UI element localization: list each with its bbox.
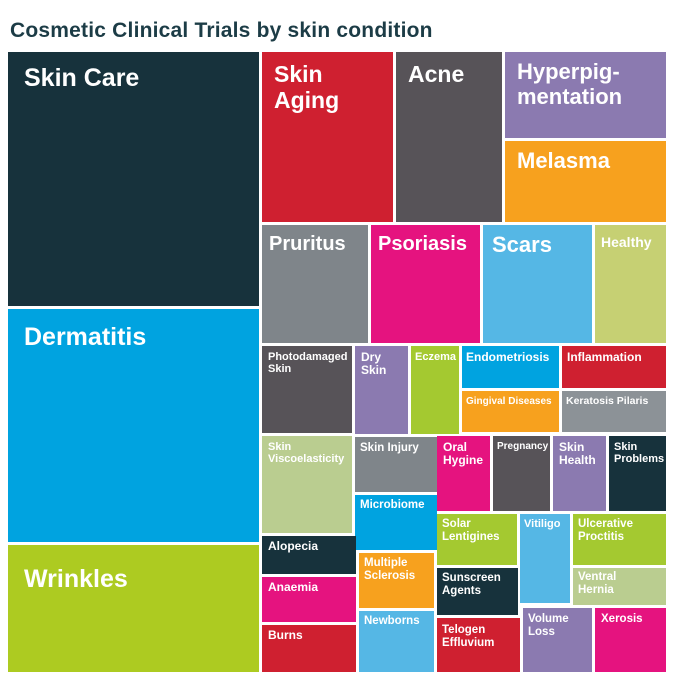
cell-label: Dry Skin bbox=[361, 350, 387, 378]
treemap-cell-healthy[interactable]: Healthy bbox=[595, 225, 666, 343]
cell-label: Skin Viscoelasticity bbox=[268, 441, 345, 466]
treemap-cell-gingival-diseases[interactable]: Gingival Diseases bbox=[462, 391, 559, 432]
treemap-cell-ulcerative-proctitis[interactable]: Ulcerative Proctitis bbox=[573, 514, 666, 565]
treemap-cell-volume-loss[interactable]: Volume Loss bbox=[523, 608, 592, 672]
cell-label: Ventral Hernia bbox=[578, 571, 617, 596]
treemap-cell-endometriosis[interactable]: Endometriosis bbox=[462, 346, 559, 388]
cell-label: Scars bbox=[492, 232, 552, 257]
treemap-cell-pregnancy[interactable]: Pregnancy bbox=[493, 436, 550, 511]
treemap-cell-telogen-effluvium[interactable]: Telogen Effluvium bbox=[437, 618, 520, 672]
cell-label: Ulcerative Proctitis bbox=[578, 518, 633, 543]
treemap-cell-wrinkles[interactable]: Wrinkles bbox=[8, 545, 259, 672]
cell-label: Oral Hygine bbox=[443, 440, 484, 468]
cell-label: Psoriasis bbox=[378, 233, 467, 255]
treemap-cell-inflammation[interactable]: Inflammation bbox=[562, 346, 666, 388]
cell-label: Healthy bbox=[601, 234, 652, 250]
cell-label: Vitiligo bbox=[524, 518, 561, 530]
treemap-cell-keratosis-pilaris[interactable]: Keratosis Pilaris bbox=[562, 391, 666, 432]
cell-label: Burns bbox=[268, 628, 303, 642]
treemap-cell-skin-problems[interactable]: Skin Problems bbox=[609, 436, 666, 511]
treemap-cell-skin-viscoelasticity[interactable]: Skin Viscoelasticity bbox=[262, 436, 352, 533]
cell-label: Skin Health bbox=[559, 440, 596, 468]
cell-label: Sunscreen Agents bbox=[442, 572, 501, 597]
cell-label: Melasma bbox=[517, 148, 610, 173]
treemap-cell-alopecia[interactable]: Alopecia bbox=[262, 536, 356, 574]
cell-label: Acne bbox=[408, 61, 465, 87]
cell-label: Alopecia bbox=[268, 539, 319, 553]
treemap-cell-solar-lentigines[interactable]: Solar Lentigines bbox=[437, 514, 517, 565]
cell-label: Telogen Effluvium bbox=[442, 624, 495, 649]
cell-label: Anaemia bbox=[268, 580, 319, 594]
cell-label: Endometriosis bbox=[466, 350, 550, 364]
treemap-cell-pruritus[interactable]: Pruritus bbox=[262, 225, 368, 343]
cell-label: Multiple Sclerosis bbox=[364, 557, 416, 582]
cell-label: Photodamaged Skin bbox=[268, 351, 348, 376]
cell-label: Solar Lentigines bbox=[442, 518, 500, 543]
cell-label: Pregnancy bbox=[497, 441, 549, 452]
treemap-cell-dry-skin[interactable]: Dry Skin bbox=[355, 346, 408, 434]
cell-label: Wrinkles bbox=[24, 565, 128, 593]
treemap-cell-oral-hygine[interactable]: Oral Hygine bbox=[437, 436, 490, 511]
cell-label: Skin Injury bbox=[360, 442, 419, 454]
cell-label: Pruritus bbox=[269, 233, 346, 255]
treemap-cell-skin-injury[interactable]: Skin Injury bbox=[355, 437, 437, 492]
treemap-cell-anaemia[interactable]: Anaemia bbox=[262, 577, 356, 622]
page-title: Cosmetic Clinical Trials by skin conditi… bbox=[10, 19, 433, 43]
treemap-cell-skin-aging[interactable]: Skin Aging bbox=[262, 52, 393, 222]
treemap-cell-melasma[interactable]: Melasma bbox=[505, 141, 666, 222]
treemap-cell-eczema[interactable]: Eczema bbox=[411, 346, 459, 434]
treemap-cell-dermatitis[interactable]: Dermatitis bbox=[8, 309, 259, 542]
treemap-cell-acne[interactable]: Acne bbox=[396, 52, 502, 222]
treemap-cell-scars[interactable]: Scars bbox=[483, 225, 592, 343]
cell-label: Hyperpig- mentation bbox=[517, 59, 623, 109]
cell-label: Microbiome bbox=[360, 499, 425, 511]
cell-label: Xerosis bbox=[601, 613, 643, 625]
treemap-cell-newborns[interactable]: Newborns bbox=[359, 611, 434, 672]
cell-label: Gingival Diseases bbox=[466, 396, 552, 407]
cell-label: Skin Problems bbox=[614, 441, 665, 466]
cell-label: Keratosis Pilaris bbox=[566, 395, 649, 407]
treemap-cell-hyperpigmentation[interactable]: Hyperpig- mentation bbox=[505, 52, 666, 138]
cell-label: Dermatitis bbox=[24, 323, 147, 351]
cell-label: Newborns bbox=[364, 615, 420, 627]
treemap-cell-skin-health[interactable]: Skin Health bbox=[553, 436, 606, 511]
treemap-cell-skin-care[interactable]: Skin Care bbox=[8, 52, 259, 306]
treemap-cell-photodamaged-skin[interactable]: Photodamaged Skin bbox=[262, 346, 352, 433]
treemap-cell-microbiome[interactable]: Microbiome bbox=[355, 495, 437, 550]
treemap-cell-ventral-hernia[interactable]: Ventral Hernia bbox=[573, 568, 666, 605]
treemap-cell-vitiligo[interactable]: Vitiligo bbox=[520, 514, 570, 603]
treemap-cell-multiple-sclerosis[interactable]: Multiple Sclerosis bbox=[359, 553, 434, 608]
treemap-cell-sunscreen-agents[interactable]: Sunscreen Agents bbox=[437, 568, 518, 615]
cell-label: Inflammation bbox=[567, 350, 642, 364]
cell-label: Skin Care bbox=[24, 64, 140, 92]
treemap-cell-burns[interactable]: Burns bbox=[262, 625, 356, 672]
cell-label: Eczema bbox=[415, 351, 456, 363]
cell-label: Volume Loss bbox=[528, 613, 569, 638]
treemap-cell-xerosis[interactable]: Xerosis bbox=[595, 608, 666, 672]
treemap-cell-psoriasis[interactable]: Psoriasis bbox=[371, 225, 480, 343]
cell-label: Skin Aging bbox=[274, 61, 340, 113]
